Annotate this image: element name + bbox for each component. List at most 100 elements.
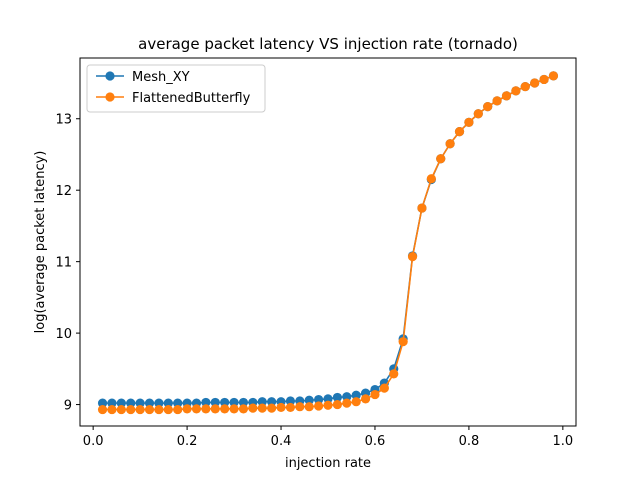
y-tick-label: 9 [64, 399, 72, 414]
axes-frame [79, 57, 577, 427]
data-point-flattenedbutterfly [520, 81, 530, 92]
data-point-flattenedbutterfly [464, 117, 474, 127]
x-tick-label: 0.2 [177, 434, 198, 449]
legend-marker-flattenedbutterfly [105, 92, 115, 102]
data-point-flattenedbutterfly [483, 101, 493, 112]
legend-entry-flattenedbutterfly: FlattenedButterfly [96, 91, 251, 106]
data-point-mesh-xy [116, 398, 126, 408]
y-tick-label: 11 [55, 256, 72, 271]
data-point-flattenedbutterfly [295, 402, 305, 412]
data-point-flattenedbutterfly [182, 404, 192, 414]
legend: Mesh_XY FlattenedButterfly [86, 64, 266, 113]
data-point-flattenedbutterfly [116, 404, 126, 415]
data-point-flattenedbutterfly [126, 404, 136, 415]
data-point-mesh-xy [201, 397, 211, 408]
legend-entry-mesh-xy: Mesh_XY [96, 70, 190, 85]
data-point-flattenedbutterfly [370, 389, 380, 400]
data-point-flattenedbutterfly [398, 337, 408, 347]
data-point-mesh-xy [173, 398, 183, 408]
data-point-mesh-xy [342, 392, 352, 402]
y-tick-label: 10 [55, 327, 72, 342]
data-point-mesh-xy [257, 397, 267, 407]
data-point-flattenedbutterfly [492, 96, 502, 106]
data-point-flattenedbutterfly [107, 404, 117, 415]
data-point-mesh-xy [163, 398, 173, 408]
data-point-flattenedbutterfly [342, 398, 352, 408]
x-tick-label: 0.6 [365, 434, 386, 449]
x-tick-label: 1.0 [553, 434, 574, 449]
y-tick-label: 13 [55, 113, 72, 128]
y-tick-label: 12 [55, 184, 72, 199]
data-point-flattenedbutterfly [154, 404, 164, 415]
data-point-mesh-xy [238, 397, 249, 408]
data-point-flattenedbutterfly [248, 403, 258, 413]
data-point-flattenedbutterfly [191, 404, 202, 414]
data-point-flattenedbutterfly [539, 74, 549, 85]
data-point-mesh-xy [323, 394, 333, 404]
data-point-flattenedbutterfly [220, 404, 230, 414]
data-point-flattenedbutterfly [426, 174, 436, 184]
data-point-flattenedbutterfly [229, 404, 239, 414]
x-axis-ticks: 0.0 0.2 0.4 0.6 0.8 1.0 [83, 426, 573, 449]
data-point-flattenedbutterfly [407, 252, 418, 262]
data-point-mesh-xy [267, 397, 277, 407]
x-tick-label: 0.8 [459, 434, 480, 449]
data-point-flattenedbutterfly [97, 404, 108, 415]
data-point-mesh-xy [154, 398, 164, 408]
data-point-flattenedbutterfly [163, 404, 173, 415]
x-tick-label: 0.0 [83, 434, 104, 449]
data-point-flattenedbutterfly [417, 203, 427, 213]
legend-entries: Mesh_XY FlattenedButterfly [96, 70, 251, 106]
data-point-mesh-xy [285, 396, 296, 406]
data-point-flattenedbutterfly [238, 404, 249, 414]
data-point-flattenedbutterfly [501, 91, 512, 101]
legend-marker-mesh-xy [105, 71, 115, 81]
data-point-mesh-xy [314, 394, 324, 405]
data-point-flattenedbutterfly [314, 401, 324, 411]
data-point-mesh-xy [144, 398, 155, 408]
data-point-flattenedbutterfly [210, 404, 220, 414]
data-point-flattenedbutterfly [135, 404, 145, 415]
data-point-mesh-xy [229, 397, 239, 408]
data-point-flattenedbutterfly [285, 402, 296, 413]
data-point-flattenedbutterfly [389, 369, 399, 379]
plot-area [79, 57, 577, 427]
data-point-mesh-xy [332, 392, 342, 403]
data-point-flattenedbutterfly [332, 399, 342, 410]
data-point-flattenedbutterfly [379, 383, 389, 393]
data-point-flattenedbutterfly [257, 403, 267, 413]
data-point-flattenedbutterfly [144, 404, 155, 415]
x-axis-label: injection rate [285, 456, 371, 471]
y-axis-ticks: 9 10 11 12 13 [55, 113, 80, 414]
legend-box [86, 64, 266, 113]
legend-label-flattenedbutterfly: FlattenedButterfly [132, 91, 251, 106]
data-point-flattenedbutterfly [267, 403, 277, 413]
data-point-flattenedbutterfly [511, 86, 521, 96]
data-point-mesh-xy [220, 397, 230, 408]
data-point-mesh-xy [107, 398, 117, 408]
data-point-mesh-xy [126, 398, 136, 408]
data-point-mesh-xy [97, 398, 108, 408]
data-point-flattenedbutterfly [323, 400, 333, 410]
y-axis-label: log(average packet latency) [33, 151, 48, 334]
data-point-mesh-xy [351, 390, 361, 400]
data-point-flattenedbutterfly [201, 404, 211, 414]
data-point-mesh-xy [135, 398, 145, 408]
data-point-flattenedbutterfly [304, 402, 314, 412]
chart-title: average packet latency VS injection rate… [138, 35, 518, 53]
data-point-flattenedbutterfly [445, 139, 455, 149]
data-point-mesh-xy [210, 397, 220, 408]
data-point-flattenedbutterfly [360, 394, 371, 404]
data-point-mesh-xy [304, 395, 314, 405]
x-tick-label: 0.4 [271, 434, 292, 449]
data-point-flattenedbutterfly [351, 397, 361, 407]
legend-label-mesh-xy: Mesh_XY [132, 70, 190, 85]
data-point-flattenedbutterfly [548, 71, 559, 81]
data-point-flattenedbutterfly [454, 127, 465, 137]
series-flattenedbutterfly [97, 71, 559, 415]
data-point-flattenedbutterfly [436, 154, 446, 164]
data-point-flattenedbutterfly [173, 404, 183, 415]
series-layer [97, 71, 559, 415]
data-point-flattenedbutterfly [530, 78, 540, 88]
